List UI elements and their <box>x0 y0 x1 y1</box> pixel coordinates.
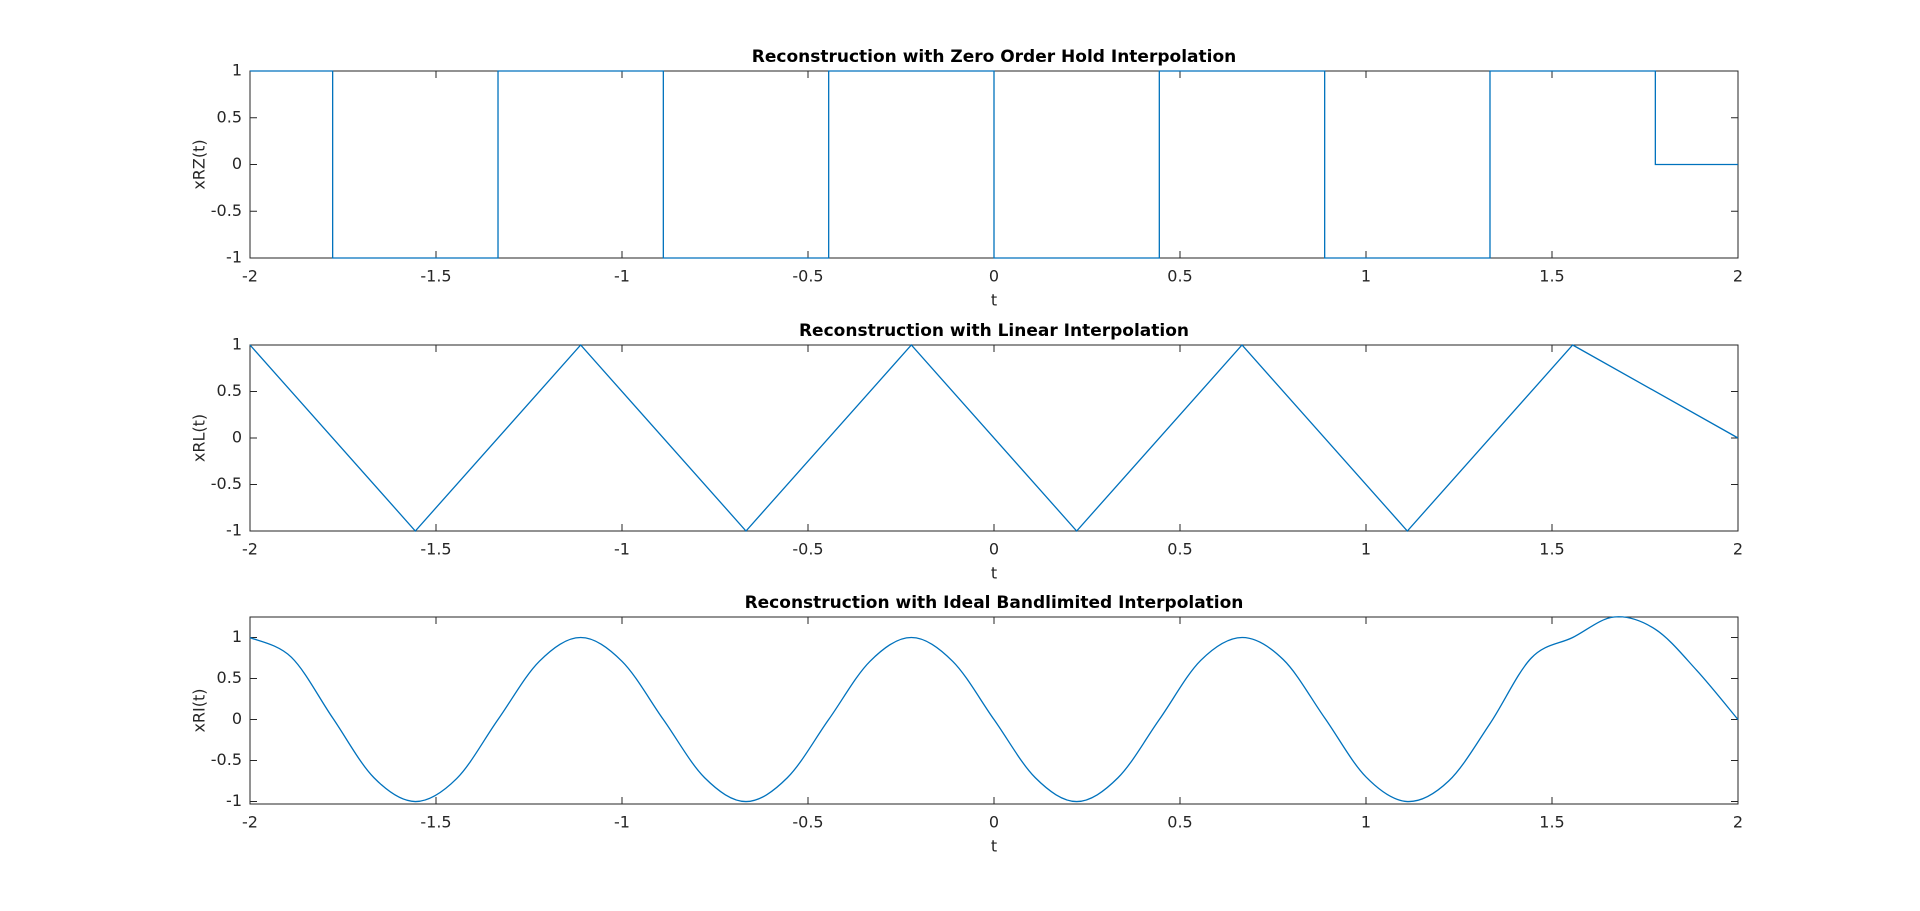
x-tick-label: -1.5 <box>420 813 451 832</box>
y-tick-label: 0.5 <box>217 107 242 126</box>
y-tick-label: -0.5 <box>211 201 242 220</box>
y-tick-label: 1 <box>232 627 242 646</box>
data-line <box>250 70 1738 259</box>
x-axis-label: t <box>991 837 997 856</box>
x-tick-label: 0 <box>989 267 999 286</box>
x-tick-label: 2 <box>1733 813 1743 832</box>
y-tick-label: 0.5 <box>217 668 242 687</box>
y-axis-label: xRL(t) <box>190 414 209 462</box>
x-tick-label: 2 <box>1733 540 1743 559</box>
x-tick-label: -0.5 <box>792 267 823 286</box>
x-tick-label: -2 <box>242 540 258 559</box>
x-tick-label: 0 <box>989 813 999 832</box>
y-tick-label: -0.5 <box>211 474 242 493</box>
subplot-title: Reconstruction with Linear Interpolation <box>799 321 1189 341</box>
y-axis-label: xRI(t) <box>190 688 209 732</box>
subplot: Reconstruction with Ideal Bandlimited In… <box>190 593 1744 856</box>
y-axis-label: xRZ(t) <box>190 139 209 189</box>
x-tick-label: -1 <box>614 813 630 832</box>
x-tick-label: 0.5 <box>1167 540 1192 559</box>
x-tick-label: 1.5 <box>1539 267 1564 286</box>
x-tick-label: 0.5 <box>1167 813 1192 832</box>
y-tick-label: 0 <box>232 428 242 447</box>
y-tick-label: -0.5 <box>211 750 242 769</box>
x-tick-label: -1.5 <box>420 267 451 286</box>
y-tick-label: -1 <box>226 521 242 540</box>
y-tick-label: -1 <box>226 791 242 810</box>
x-tick-label: -1.5 <box>420 540 451 559</box>
x-tick-label: 1 <box>1361 813 1371 832</box>
y-tick-label: 0 <box>232 709 242 728</box>
x-tick-label: -2 <box>242 813 258 832</box>
x-axis-label: t <box>991 291 997 310</box>
x-tick-label: 2 <box>1733 267 1743 286</box>
x-tick-label: 1.5 <box>1539 813 1564 832</box>
subplot-title: Reconstruction with Ideal Bandlimited In… <box>745 593 1244 613</box>
y-tick-label: 1 <box>232 335 242 354</box>
data-line <box>249 616 1739 803</box>
x-tick-label: 1.5 <box>1539 540 1564 559</box>
x-tick-label: 1 <box>1361 267 1371 286</box>
subplot-title: Reconstruction with Zero Order Hold Inte… <box>752 47 1236 67</box>
axes-box <box>249 616 1739 805</box>
y-tick-label: 0 <box>232 154 242 173</box>
data-line <box>249 344 1739 532</box>
y-tick-label: 0.5 <box>217 381 242 400</box>
x-tick-label: 0 <box>989 540 999 559</box>
x-tick-label: -1 <box>614 540 630 559</box>
x-tick-label: 0.5 <box>1167 267 1192 286</box>
x-tick-label: -1 <box>614 267 630 286</box>
x-tick-label: -0.5 <box>792 540 823 559</box>
y-tick-label: -1 <box>226 248 242 267</box>
subplot: Reconstruction with Linear Interpolation… <box>190 321 1744 583</box>
x-axis-label: t <box>991 564 997 583</box>
y-tick-label: 1 <box>232 61 242 80</box>
x-tick-label: -0.5 <box>792 813 823 832</box>
x-tick-label: -2 <box>242 267 258 286</box>
x-tick-label: 1 <box>1361 540 1371 559</box>
subplot: Reconstruction with Zero Order Hold Inte… <box>190 47 1744 310</box>
